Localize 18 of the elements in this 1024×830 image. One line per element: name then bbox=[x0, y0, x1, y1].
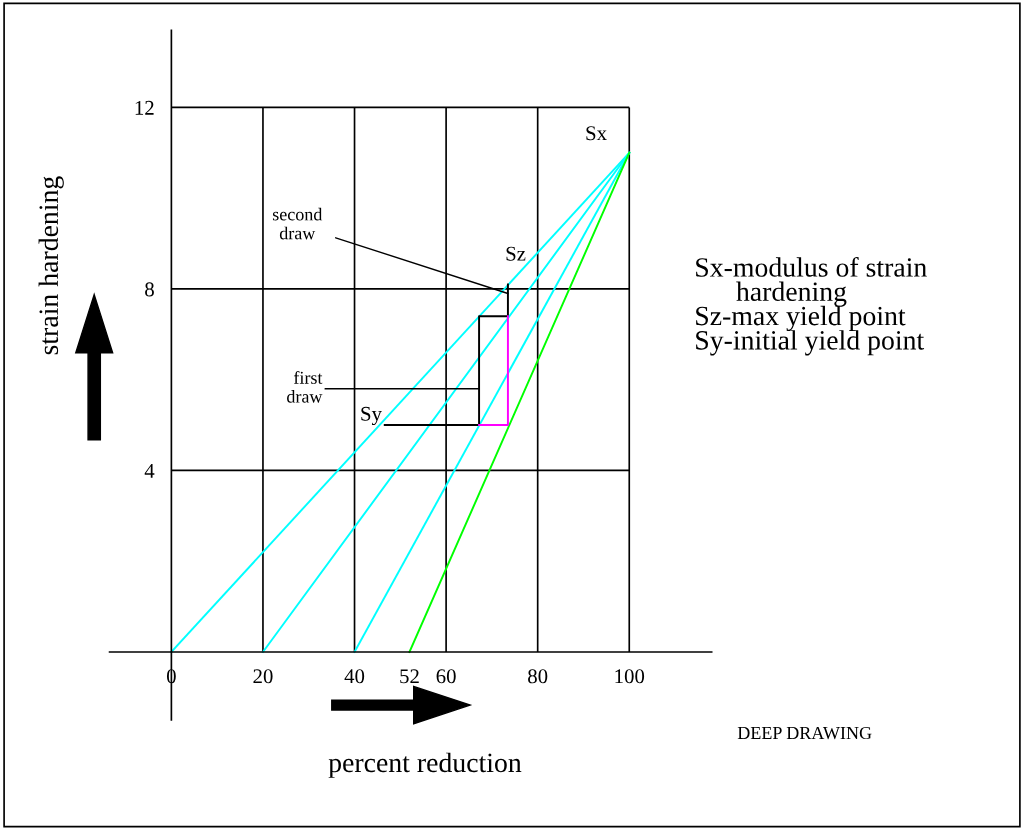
x-tick-label: 40 bbox=[344, 669, 365, 684]
y-axis-title: strain hardening bbox=[38, 176, 64, 355]
annotation: Sz bbox=[506, 246, 526, 261]
annotation: Sx bbox=[586, 126, 607, 141]
y-tick-label: 8 bbox=[145, 282, 154, 297]
x-tick-label: 60 bbox=[436, 669, 456, 684]
annotation: Sx-modulus of strain hardening Sz-max yield point Sy-initial yield point bbox=[696, 257, 927, 356]
text: DEEP DRAWING bbox=[737, 726, 872, 740]
y-tick-label: 12 bbox=[135, 100, 154, 115]
x-axis-title: percent reduction bbox=[328, 752, 522, 778]
x-tick-label: 80 bbox=[528, 669, 548, 684]
annotation: second draw bbox=[272, 207, 323, 240]
annotation: first draw bbox=[287, 370, 323, 403]
x-tick-label: 52 bbox=[400, 669, 419, 684]
x-tick-label: 100 bbox=[615, 669, 645, 684]
y-tick-label: 4 bbox=[144, 463, 155, 478]
x-tick-label: 20 bbox=[253, 669, 273, 684]
annotation: Sy bbox=[361, 406, 382, 426]
